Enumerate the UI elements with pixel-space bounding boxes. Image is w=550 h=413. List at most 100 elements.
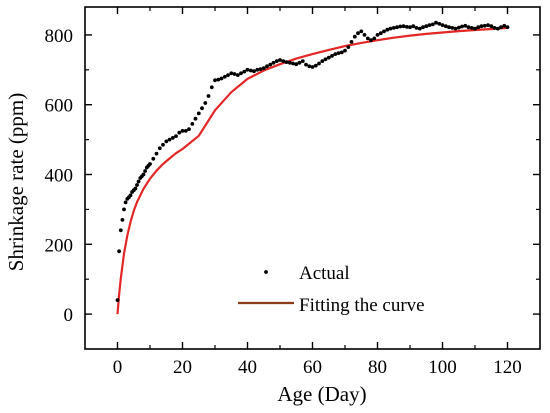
actual-data-point (502, 23, 507, 28)
y-tick-label: 600 (45, 96, 74, 117)
actual-data-point (167, 137, 172, 142)
x-tick-label: 20 (173, 357, 192, 378)
actual-data-point (343, 48, 347, 53)
x-tick-label: 80 (368, 357, 387, 378)
x-axis-title: Age (Day) (277, 382, 366, 406)
actual-data-point (427, 23, 432, 27)
actual-data-point (154, 151, 159, 156)
axes-layer: 0 20 40 60 80 100 120 0 200 400 600 800 (45, 6, 541, 378)
actual-data-point (317, 61, 321, 66)
actual-data-point (450, 26, 455, 30)
actual-data-point (255, 67, 260, 72)
x-tick-label: 120 (493, 357, 522, 378)
actual-data-point (398, 24, 403, 29)
actual-data-point (133, 186, 138, 191)
actual-data-point (323, 57, 328, 62)
actual-data-point (261, 66, 266, 70)
actual-data-point (123, 200, 128, 205)
actual-data-point (135, 183, 139, 187)
legend: Actual Fitting the curve (238, 263, 425, 316)
actual-data-point (395, 25, 399, 30)
actual-data-point (206, 94, 211, 98)
actual-data-point (151, 156, 156, 161)
actual-data-point (258, 67, 263, 71)
actual-data-point (408, 25, 412, 30)
actual-data-point (180, 129, 185, 133)
x-tick-label: 60 (303, 357, 322, 378)
actual-data-point (281, 59, 286, 63)
actual-data-point (463, 23, 468, 28)
actual-data-point (183, 129, 188, 133)
fitted-curve-line (116, 26, 508, 315)
actual-data-point (339, 50, 344, 55)
actual-data-point (242, 69, 247, 74)
actual-data-point (120, 218, 125, 222)
x-tick-label: 40 (238, 357, 257, 378)
actual-data-point (216, 77, 221, 82)
actual-data-point (434, 20, 438, 25)
y-tick-label: 800 (45, 26, 74, 47)
actual-data-point (248, 68, 253, 73)
actual-data-point (479, 24, 484, 29)
actual-data-point (453, 26, 458, 31)
actual-data-point (307, 64, 312, 69)
actual-data-point (489, 24, 494, 29)
actual-data-point (222, 74, 227, 79)
actual-data-point (326, 55, 331, 60)
actual-data-point (378, 31, 383, 36)
actual-data-point (310, 65, 315, 69)
y-tick-label: 200 (45, 235, 74, 256)
actual-data-point (447, 25, 451, 30)
actual-data-point (164, 139, 169, 144)
actual-data-point (388, 26, 393, 31)
actual-points-layer (115, 20, 510, 302)
actual-data-point (117, 249, 121, 254)
actual-data-point (141, 172, 146, 177)
actual-data-point (495, 26, 500, 31)
actual-data-point (245, 67, 250, 72)
actual-data-point (473, 26, 477, 31)
actual-data-point (411, 24, 416, 29)
actual-data-point (346, 45, 351, 49)
actual-data-point (486, 23, 490, 27)
actual-data-point (375, 33, 380, 37)
y-tick-label: 0 (64, 305, 74, 326)
actual-data-point (421, 25, 425, 30)
actual-data-point (304, 62, 308, 67)
y-tick-label: 400 (45, 166, 74, 187)
actual-data-point (226, 73, 230, 77)
actual-data-point (330, 54, 334, 58)
actual-data-point (391, 26, 396, 30)
actual-data-point (278, 58, 282, 62)
actual-data-point (313, 63, 318, 68)
actual-data-point (492, 26, 497, 30)
actual-data-point (232, 72, 237, 76)
actual-data-point (440, 23, 445, 27)
actual-data-point (466, 25, 471, 30)
actual-data-point (200, 106, 204, 111)
actual-data-point (136, 179, 141, 184)
actual-data-point (352, 34, 357, 39)
actual-data-point (369, 38, 373, 43)
actual-data-point (274, 59, 279, 63)
actual-data-point (356, 31, 360, 36)
actual-data-point (430, 22, 435, 27)
actual-data-point (443, 24, 448, 29)
actual-data-point (482, 23, 487, 28)
actual-data-point (456, 25, 461, 30)
actual-data-point (437, 21, 442, 26)
actual-data-point (203, 101, 208, 105)
actual-data-point (401, 24, 406, 29)
actual-data-point (271, 60, 276, 65)
actual-data-point (404, 25, 409, 29)
actual-data-point (362, 33, 367, 37)
actual-data-point (294, 62, 299, 67)
legend-item-actual (264, 270, 268, 274)
y-axis-title: Shrinkage rate (ppm) (4, 93, 28, 271)
actual-data-point (128, 193, 133, 198)
actual-data-point (187, 127, 191, 131)
actual-data-point (177, 130, 182, 135)
actual-data-point (170, 136, 175, 140)
actual-data-point (219, 76, 224, 81)
